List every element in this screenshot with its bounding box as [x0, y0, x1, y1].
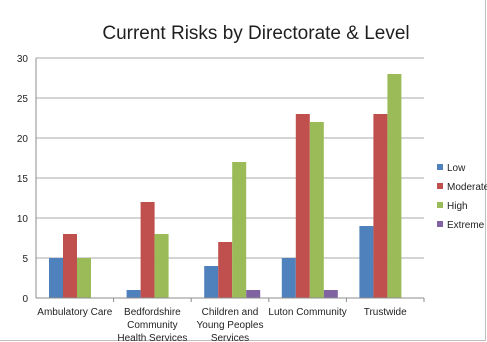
x-category-label: Luton Community	[268, 307, 346, 318]
legend-swatch	[437, 202, 443, 208]
y-tick-label: 5	[22, 254, 28, 265]
legend-label: Low	[447, 163, 466, 174]
legend-label: Extreme	[447, 220, 485, 231]
legend: Low Moderate High Extreme	[437, 163, 487, 231]
bar	[154, 234, 169, 298]
bar	[359, 226, 374, 298]
x-category-label-line: Bedfordshire	[124, 307, 181, 318]
x-category-label: Trustwide	[364, 307, 407, 318]
chart-title: Current Risks by Directorate & Level	[102, 23, 409, 44]
x-category-label: Children and Young Peoples Services	[197, 307, 264, 342]
bars	[49, 74, 402, 298]
bar	[281, 258, 296, 298]
legend-label: Moderate	[447, 182, 487, 193]
legend-swatch	[437, 164, 443, 170]
bar	[126, 290, 141, 298]
y-tick-label: 20	[17, 134, 29, 145]
y-tick-label: 0	[22, 294, 28, 305]
x-category-label-line: Services	[211, 333, 249, 342]
x-category-label-line: Community	[127, 320, 178, 331]
bar	[295, 114, 310, 298]
legend-swatch	[437, 183, 443, 189]
legend-swatch	[437, 221, 443, 227]
x-category-label: Ambulatory Care	[37, 307, 112, 318]
bar	[323, 290, 338, 298]
y-tick-label: 25	[17, 94, 29, 105]
x-category-label-line: Ambulatory Care	[37, 307, 112, 318]
y-tick-label: 30	[17, 54, 29, 65]
y-tick-label: 10	[17, 214, 29, 225]
y-axis: 0 5 10 15 20 25 30	[17, 54, 37, 305]
bar	[246, 290, 261, 298]
bar	[63, 234, 77, 298]
y-tick-label: 15	[17, 174, 29, 185]
x-category-label-line: Young Peoples	[197, 320, 264, 331]
bar	[218, 242, 233, 298]
bar	[77, 258, 91, 298]
bar	[204, 266, 219, 298]
bar	[232, 162, 247, 298]
x-category-label: Bedfordshire Community Health Services	[117, 307, 187, 342]
legend-label: High	[447, 201, 468, 212]
x-category-label-line: Trustwide	[364, 307, 407, 318]
bar	[387, 74, 402, 298]
x-category-label-line: Luton Community	[268, 307, 346, 318]
bar	[373, 114, 388, 298]
x-category-label-line: Health Services	[117, 333, 187, 342]
bar	[49, 258, 63, 298]
x-axis: Ambulatory Care Bedfordshire Community Heal…	[36, 297, 425, 342]
bar	[140, 202, 155, 298]
x-category-label-line: Children and	[202, 307, 259, 318]
gridlines	[36, 57, 424, 259]
bar	[309, 122, 324, 298]
